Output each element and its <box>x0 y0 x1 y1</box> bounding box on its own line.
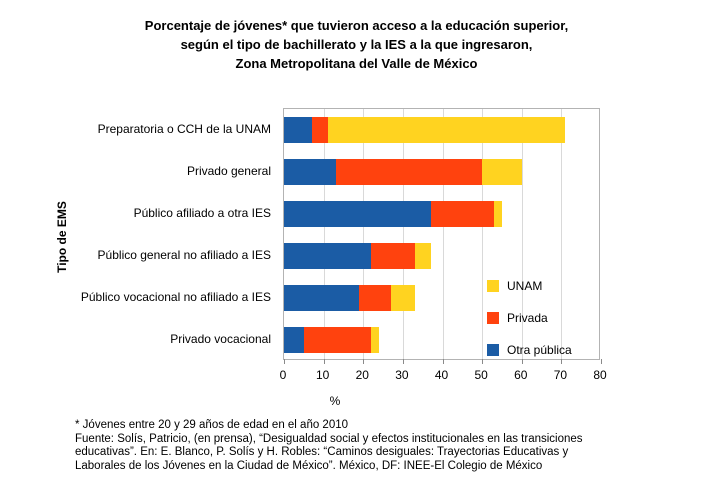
bar-segment-unam <box>414 243 431 269</box>
bar-segment-privada <box>311 117 328 143</box>
x-tick-label: 60 <box>514 368 528 382</box>
category-label: Público vocacional no afiliado a IES <box>80 290 271 304</box>
bar-segment-otra-p-blica <box>284 201 431 227</box>
plot-area <box>283 108 602 364</box>
legend-item-otra-p-blica: Otra pública <box>487 334 572 366</box>
axis-tickmark <box>323 359 325 364</box>
category-label: Privado general <box>186 164 271 178</box>
bar-segment-unam <box>371 327 380 353</box>
gridline <box>323 109 325 359</box>
x-tick-label: 80 <box>593 368 607 382</box>
bar-segment-unam <box>482 159 522 185</box>
x-tick-label: 50 <box>474 368 488 382</box>
x-axis-title: % <box>329 394 341 408</box>
gridline <box>482 109 484 359</box>
axis-tickmark <box>402 359 404 364</box>
bar-segment-unam <box>390 285 415 311</box>
legend-swatch <box>487 280 499 292</box>
axis-tickmark <box>521 359 523 364</box>
x-tick-label: 40 <box>434 368 449 382</box>
bar-segment-otra-p-blica <box>284 285 360 311</box>
category-label: Privado vocacional <box>170 332 271 346</box>
axis-tickmark <box>284 359 285 364</box>
bar-segment-otra-p-blica <box>284 117 312 143</box>
category-axis-labels: Preparatoria o CCH de la UNAM Privado gen… <box>0 108 277 360</box>
category-label: Público afiliado a otra IES <box>133 206 271 220</box>
gridline <box>442 109 444 359</box>
axis-tickmark <box>442 359 444 364</box>
bar-segment-unam <box>494 201 502 227</box>
bar-segment-privada <box>335 159 483 185</box>
x-tick-label: 10 <box>315 368 330 382</box>
category-label: Público general no afiliado a IES <box>97 248 271 262</box>
bar-segment-otra-p-blica <box>284 243 372 269</box>
bar-segment-privada <box>359 285 391 311</box>
legend-label: UNAM <box>507 279 543 293</box>
bar-segment-privada <box>303 327 372 353</box>
axis-tickmark <box>482 359 484 364</box>
gridline <box>402 109 404 359</box>
axis-tickmark <box>601 359 602 364</box>
footnote: * Jóvenes entre 20 y 29 años de edad en … <box>75 419 583 472</box>
bar-segment-otra-p-blica <box>284 327 304 353</box>
bar-segment-privada <box>430 201 494 227</box>
legend-label: Privada <box>507 311 548 325</box>
x-tick-label: 70 <box>553 368 568 382</box>
axis-tickmark <box>363 359 365 364</box>
legend-swatch <box>487 344 499 356</box>
x-axis-tick-labels: 0 10 20 30 40 50 60 70 80 <box>279 368 607 382</box>
gridline <box>363 109 365 359</box>
x-tick-label: 20 <box>355 368 369 382</box>
bar-segment-otra-p-blica <box>284 159 336 185</box>
x-tick-label: 30 <box>395 368 409 382</box>
category-label: Preparatoria o CCH de la UNAM <box>97 122 271 136</box>
legend-item-privada: Privada <box>487 302 572 334</box>
bar-segment-unam <box>327 117 566 143</box>
chart-title: Porcentaje de jóvenes* que tuvieron acce… <box>144 18 569 71</box>
legend-label: Otra pública <box>507 343 572 357</box>
x-tick-label: 0 <box>279 368 287 382</box>
bar-segment-privada <box>371 243 415 269</box>
legend-swatch <box>487 312 499 324</box>
legend: UNAM Privada Otra pública <box>487 270 572 366</box>
gridline <box>521 109 523 359</box>
legend-item-unam: UNAM <box>487 270 572 302</box>
axis-tickmark <box>561 359 563 364</box>
gridline <box>561 109 563 359</box>
